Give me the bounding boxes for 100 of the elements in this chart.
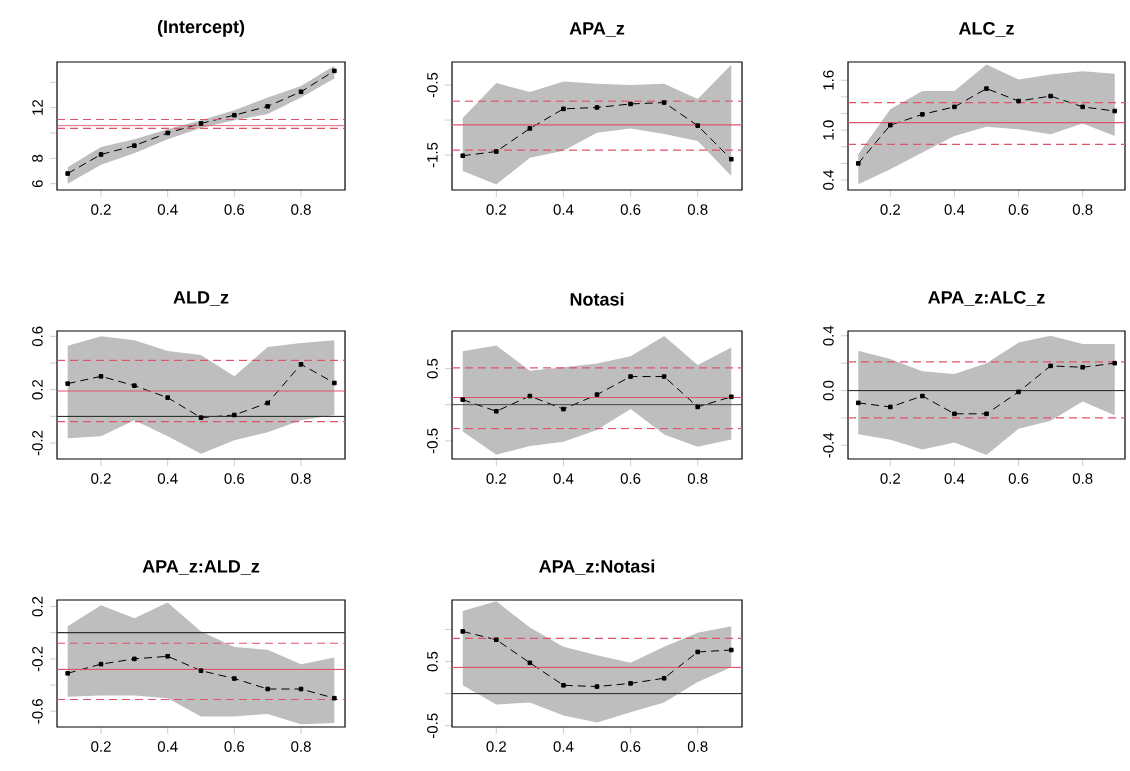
x-tick-label: 0.8: [291, 473, 311, 484]
point: [561, 682, 566, 688]
point: [298, 89, 304, 95]
point: [460, 397, 466, 402]
y-tick-label: -0.4: [823, 432, 834, 458]
x-tick-label: 0.2: [91, 204, 111, 215]
point: [132, 383, 137, 388]
point: [1112, 360, 1118, 366]
point: [298, 362, 304, 367]
point: [1048, 93, 1053, 99]
y-tick-label: -0.2: [32, 430, 43, 456]
point: [65, 671, 70, 676]
point: [460, 629, 466, 634]
point: [494, 408, 499, 414]
point: [98, 661, 104, 667]
point: [561, 406, 566, 412]
x-tick-label: 0.4: [944, 473, 965, 484]
point: [661, 100, 667, 105]
x-tick-label: 0.6: [620, 741, 641, 752]
point: [165, 653, 170, 659]
point: [628, 374, 633, 379]
y-tick-label: -1.5: [427, 142, 438, 168]
point: [1048, 363, 1053, 369]
x-tick-label: 0.2: [91, 741, 111, 752]
y-tick-label: 6: [32, 180, 43, 188]
x-tick-label: 0.6: [224, 204, 245, 215]
chart-title: Notasi: [570, 292, 624, 306]
point: [332, 695, 337, 701]
point: [1080, 104, 1085, 110]
x-tick-label: 0.8: [1072, 473, 1093, 484]
point: [1016, 389, 1021, 395]
point: [594, 105, 600, 110]
y-tick-label: -0.5: [427, 428, 438, 454]
point: [628, 101, 633, 107]
chart-title: APA_z:ALC_z: [928, 290, 1045, 306]
point: [661, 675, 667, 681]
y-tick-label: 0.5: [427, 651, 438, 672]
x-tick-label: 0.6: [620, 204, 641, 215]
point: [65, 171, 70, 176]
chart-title: APA_z:Notasi: [539, 559, 655, 575]
y-tick-label: 8: [32, 154, 43, 162]
point: [628, 681, 633, 686]
point: [984, 411, 989, 417]
point: [132, 143, 137, 148]
x-tick-label: 0.2: [91, 473, 111, 484]
y-tick-label: 0.5: [427, 358, 438, 379]
x-tick-label: 0.4: [553, 204, 574, 215]
x-tick-label: 0.6: [620, 473, 641, 484]
point: [332, 68, 337, 74]
point: [232, 112, 237, 118]
point: [527, 126, 533, 131]
x-tick-label: 0.8: [291, 741, 311, 752]
point: [232, 676, 237, 681]
point: [232, 412, 237, 418]
point: [332, 380, 337, 386]
x-tick-label: 0.8: [291, 204, 311, 215]
x-tick-label: 0.2: [486, 741, 506, 752]
point: [494, 637, 499, 643]
point: [855, 400, 861, 406]
x-tick-label: 0.2: [880, 473, 900, 484]
point: [98, 152, 104, 157]
chart-title: (Intercept): [157, 19, 245, 37]
point: [265, 400, 270, 406]
x-tick-label: 0.8: [687, 741, 708, 752]
point: [198, 668, 204, 673]
x-tick-label: 0.4: [944, 204, 965, 215]
y-tick-label: 1.6: [823, 70, 834, 90]
point: [920, 112, 925, 117]
y-tick-label: 0.6: [32, 326, 43, 347]
y-tick-label: 1.0: [823, 120, 834, 140]
point: [661, 374, 667, 379]
point: [527, 393, 533, 399]
x-tick-label: 0.4: [553, 473, 574, 484]
point: [888, 404, 893, 410]
point: [527, 660, 533, 666]
point: [165, 130, 170, 136]
x-tick-label: 0.2: [486, 204, 506, 215]
point: [1016, 98, 1021, 104]
chart-title: ALD_z: [173, 291, 229, 306]
point: [695, 123, 701, 128]
y-tick-label: 0.2: [32, 379, 43, 400]
point: [1080, 364, 1085, 370]
y-tick-label: 12: [32, 100, 43, 115]
point: [695, 404, 701, 410]
point: [265, 686, 270, 692]
y-tick-label: 0.0: [823, 380, 834, 401]
point: [695, 649, 701, 655]
y-tick-label: 0.2: [32, 596, 43, 617]
chart-title: ALC_z: [958, 21, 1014, 37]
x-tick-label: 0.4: [157, 741, 178, 752]
y-tick-label: -0.2: [32, 646, 43, 672]
point: [888, 122, 893, 128]
chart-title: APA_z:ALD_z: [142, 560, 260, 575]
x-tick-label: 0.8: [687, 473, 708, 484]
x-tick-label: 0.6: [224, 473, 245, 484]
x-tick-label: 0.4: [157, 473, 178, 484]
point: [65, 381, 70, 386]
point: [728, 394, 734, 400]
point: [594, 392, 600, 397]
x-tick-label: 0.8: [687, 204, 708, 215]
